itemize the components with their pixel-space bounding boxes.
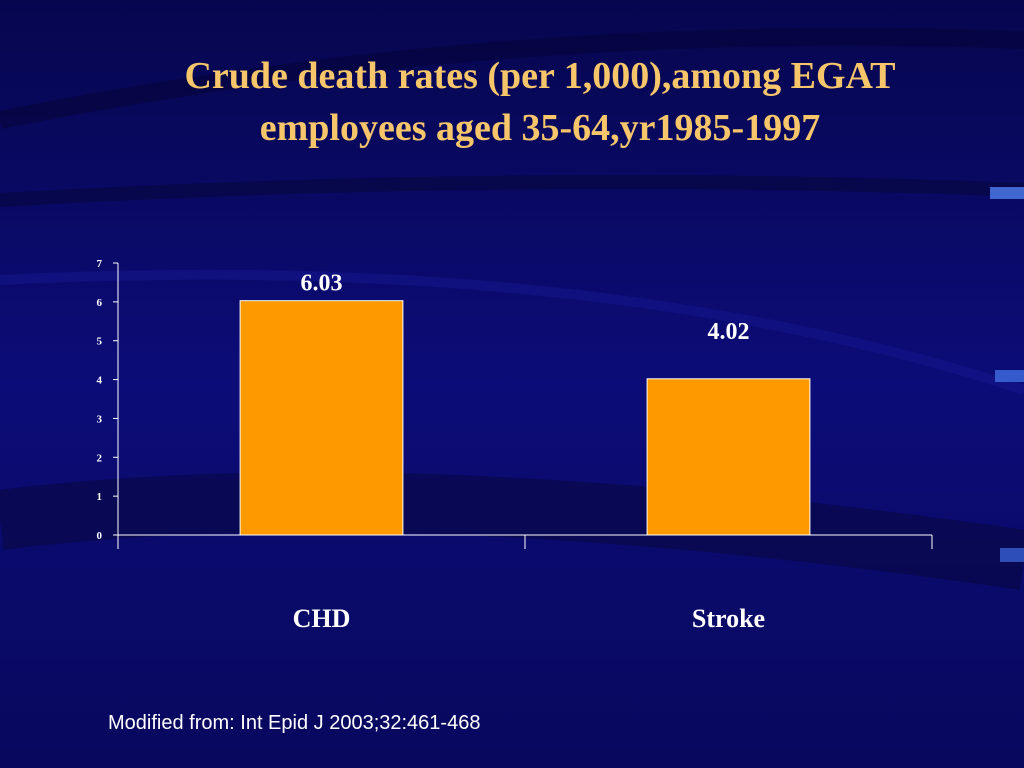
y-tick-label: 4 [97, 375, 103, 387]
y-tick-label: 1 [97, 491, 103, 503]
source-note: Modified from: Int Epid J 2003;32:461-46… [108, 712, 481, 734]
data-label-chd: 6.03 [301, 271, 343, 297]
chart-bars [239, 300, 811, 536]
bar-stroke [646, 378, 811, 536]
y-tick-label: 7 [97, 258, 103, 270]
title-line-1: Crude death rates (per 1,000),among EGAT [184, 55, 896, 97]
bar-chd [239, 300, 404, 536]
chart-labels: 6.03 CHD 4.02 Stroke [293, 271, 765, 633]
title-line-2: employees aged 35-64,yr1985-1997 [259, 107, 821, 149]
category-label-chd: CHD [293, 604, 351, 633]
y-tick-label: 6 [97, 297, 103, 309]
y-tick-label: 0 [97, 530, 103, 542]
slide-title: Crude death rates (per 1,000),among EGAT… [60, 50, 1020, 154]
y-tick-label: 2 [97, 452, 103, 464]
category-label-stroke: Stroke [692, 604, 765, 633]
y-tick-label: 3 [97, 413, 103, 425]
y-tick-label: 5 [97, 336, 103, 348]
data-label-stroke: 4.02 [708, 319, 750, 345]
